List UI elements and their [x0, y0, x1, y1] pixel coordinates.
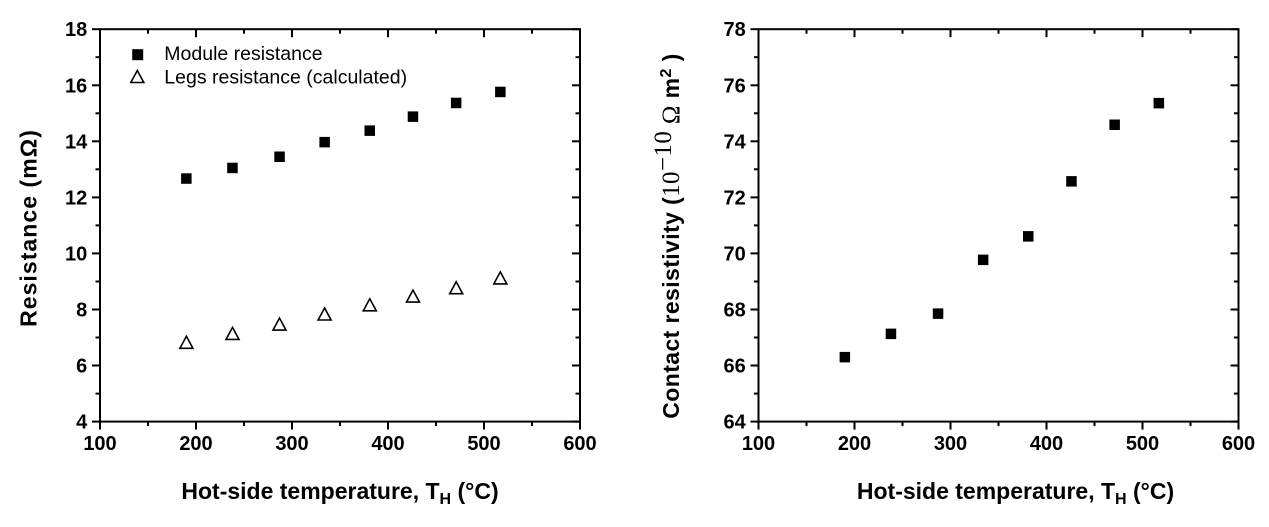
svg-text:64: 64 [724, 412, 747, 434]
svg-text:Hot-side temperature, TH (°C): Hot-side temperature, TH (°C) [857, 478, 1174, 508]
svg-text:4: 4 [76, 412, 88, 434]
svg-text:400: 400 [1030, 433, 1063, 455]
svg-text:300: 300 [934, 433, 967, 455]
svg-text:400: 400 [371, 433, 404, 455]
svg-text:10: 10 [65, 243, 87, 265]
svg-text:74: 74 [724, 131, 747, 153]
svg-text:14: 14 [65, 131, 88, 153]
svg-text:100: 100 [742, 433, 775, 455]
svg-text:500: 500 [1126, 433, 1159, 455]
svg-text:500: 500 [467, 433, 500, 455]
svg-text:66: 66 [724, 356, 746, 378]
svg-text:Legs resistance (calculated): Legs resistance (calculated) [164, 67, 407, 89]
svg-text:12: 12 [65, 187, 87, 209]
svg-text:Module resistance: Module resistance [164, 43, 322, 65]
svg-text:Resistance (mΩ): Resistance (mΩ) [16, 129, 42, 327]
svg-text:600: 600 [563, 433, 596, 455]
svg-text:16: 16 [65, 75, 87, 97]
svg-text:6: 6 [76, 356, 87, 378]
svg-text:200: 200 [838, 433, 871, 455]
svg-text:18: 18 [65, 19, 87, 41]
svg-text:72: 72 [724, 187, 746, 209]
svg-text:70: 70 [724, 243, 746, 265]
svg-text:8: 8 [76, 300, 87, 322]
svg-text:68: 68 [724, 300, 746, 322]
svg-text:76: 76 [724, 75, 746, 97]
svg-text:78: 78 [724, 19, 746, 41]
svg-text:300: 300 [275, 433, 308, 455]
svg-text:200: 200 [179, 433, 212, 455]
svg-text:100: 100 [83, 433, 116, 455]
svg-text:Hot-side temperature, TH (°C): Hot-side temperature, TH (°C) [181, 478, 498, 508]
svg-text:600: 600 [1222, 433, 1255, 455]
